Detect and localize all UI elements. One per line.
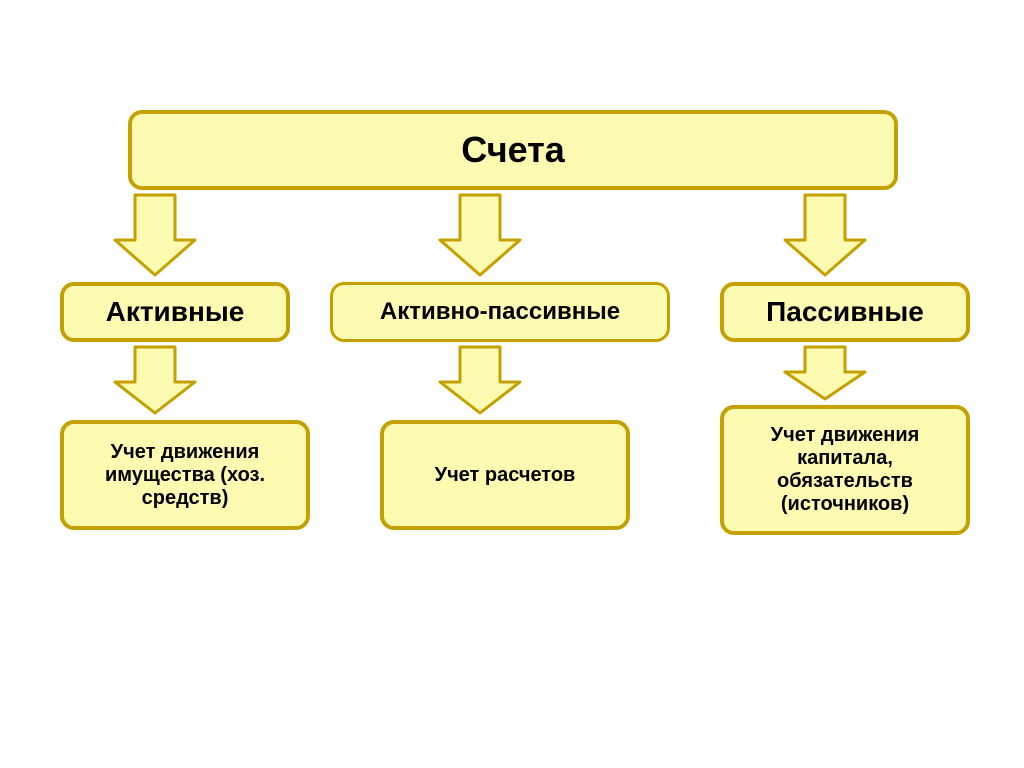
node-category-active-passive-label: Активно-пассивные (380, 298, 620, 326)
arrow-down-icon (440, 195, 520, 275)
node-leaf-active-label: Учет движения имущества (хоз. средств) (74, 441, 296, 510)
node-category-passive-label: Пассивные (766, 296, 924, 328)
arrow-cat_ap-to-leaf_ap (436, 344, 524, 416)
node-category-passive: Пассивные (720, 282, 970, 342)
node-leaf-passive-label: Учет движения капитала, обязательств (ис… (734, 424, 956, 516)
node-category-active: Активные (60, 282, 290, 342)
node-root-label: Счета (461, 129, 565, 170)
node-leaf-active: Учет движения имущества (хоз. средств) (60, 420, 310, 530)
node-leaf-active-passive: Учет расчетов (380, 420, 630, 530)
diagram-canvas: Счета Активные Активно-пассивные Пассивн… (0, 0, 1024, 768)
arrow-down-icon (785, 195, 865, 275)
arrow-cat_active-to-leaf_active (111, 344, 199, 416)
node-root: Счета (128, 110, 898, 190)
node-leaf-passive: Учет движения капитала, обязательств (ис… (720, 405, 970, 535)
arrow-root-to-cat_passive (781, 192, 869, 278)
arrow-down-icon (115, 195, 195, 275)
arrow-down-icon (115, 347, 195, 413)
arrow-down-icon (785, 347, 865, 399)
arrow-cat_passive-to-leaf_passive (781, 344, 869, 402)
node-category-active-passive: Активно-пассивные (330, 282, 670, 342)
node-leaf-active-passive-label: Учет расчетов (435, 464, 576, 487)
node-category-active-label: Активные (106, 296, 245, 328)
arrow-root-to-cat_active (111, 192, 199, 278)
arrow-root-to-cat_ap (436, 192, 524, 278)
arrow-down-icon (440, 347, 520, 413)
